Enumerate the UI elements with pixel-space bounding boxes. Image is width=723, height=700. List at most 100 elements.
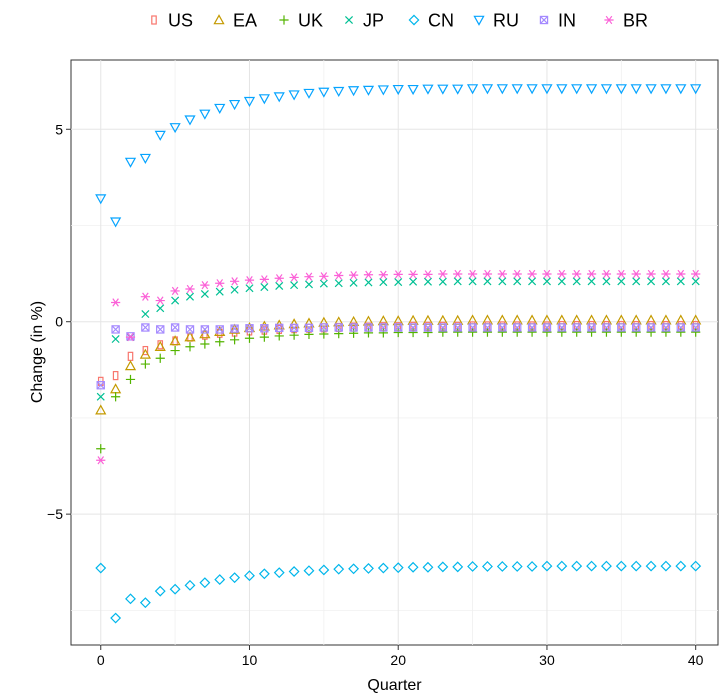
data-point-jp [453,277,462,286]
data-point-jp [111,335,120,344]
data-point-cn [154,585,166,597]
data-point-cn [303,565,315,577]
data-point-ru [541,84,553,95]
data-point-br [557,269,567,279]
legend-key [213,14,225,25]
data-point-uk [497,327,507,337]
data-point-br [125,332,136,342]
data-point-cn [437,561,449,573]
data-point-br [111,298,121,307]
data-point-in [661,323,671,332]
legend-label: UK [298,11,323,31]
data-point-jp [483,277,492,286]
data-point-ru [273,92,285,103]
legend-key [279,15,289,25]
data-point-ea [124,360,137,371]
data-point-br [586,269,597,279]
data-point-ru [124,157,137,168]
data-point-cn [660,560,672,572]
x-tick-label: 10 [242,652,258,668]
data-point-in [646,323,656,332]
data-point-cn [377,562,389,574]
data-point-ru [571,84,583,95]
data-point-cn [630,560,642,572]
data-point-jp [185,292,195,301]
data-point-jp [290,281,299,290]
data-point-ru [615,84,627,95]
data-point-in [156,325,165,334]
data-point-br [274,274,284,283]
data-point-cn [318,564,330,576]
data-point-cn [422,561,434,573]
data-point-ru [110,217,122,228]
data-point-br [676,269,686,279]
data-point-in [602,323,611,332]
data-point-uk [423,327,433,338]
data-point-ru [437,84,449,95]
data-point-br [304,272,314,281]
legend-key [344,15,354,25]
data-point-jp [141,309,150,319]
series-uk [96,327,701,454]
data-point-jp [275,281,284,290]
data-point-cn [214,574,226,586]
data-point-in [304,323,314,333]
legend-item-ru: RU [473,11,519,31]
data-point-jp [542,277,551,286]
data-point-cn [258,568,270,580]
data-point-jp [572,277,581,286]
data-point-ru [333,86,345,98]
data-point-ru [288,90,300,101]
data-point-cn [571,560,583,572]
data-point-jp [319,279,328,288]
data-point-br [334,271,344,280]
data-point-ru [690,84,702,95]
data-point-jp [617,277,626,286]
data-point-in [676,323,686,332]
data-point-uk [438,327,448,337]
legend-item-us: US [151,11,193,31]
data-point-in [245,324,254,333]
data-point-uk [616,327,626,337]
series-jp [96,277,700,401]
data-point-uk [467,327,478,337]
data-point-cn [556,560,568,572]
data-point-uk [170,345,180,356]
data-point-ru [154,130,166,141]
data-point-ru [645,84,657,95]
data-point-us [112,370,119,381]
data-point-br [215,279,225,288]
data-point-in [691,323,700,332]
data-point-br [155,296,165,305]
data-point-ea [184,331,196,342]
data-point-jp [260,283,269,292]
data-point-cn [273,567,285,579]
data-point-uk [200,339,210,349]
data-point-ea [377,315,389,326]
legend-item-cn: CN [408,11,454,31]
data-point-jp [379,278,388,287]
data-point-jp [349,278,358,287]
data-point-in [453,323,462,332]
data-point-in [408,323,418,332]
data-point-br [348,270,359,280]
data-point-ea [139,348,151,359]
legend-label: BR [623,11,648,31]
data-point-uk [557,327,567,337]
data-point-uk [125,374,136,385]
data-point-cn [511,561,523,572]
data-point-cn [229,572,241,584]
data-point-in [617,323,626,332]
data-point-uk [96,444,106,454]
data-point-cn [526,561,538,572]
data-point-ru [362,85,375,96]
data-point-in [141,323,150,332]
data-point-jp [632,277,641,286]
data-point-uk [586,327,597,337]
data-point-br [467,269,478,279]
data-point-br [497,269,507,279]
data-point-ru [199,109,211,120]
data-point-br [572,269,582,279]
data-point-us [157,340,164,350]
data-point-uk [661,327,671,337]
